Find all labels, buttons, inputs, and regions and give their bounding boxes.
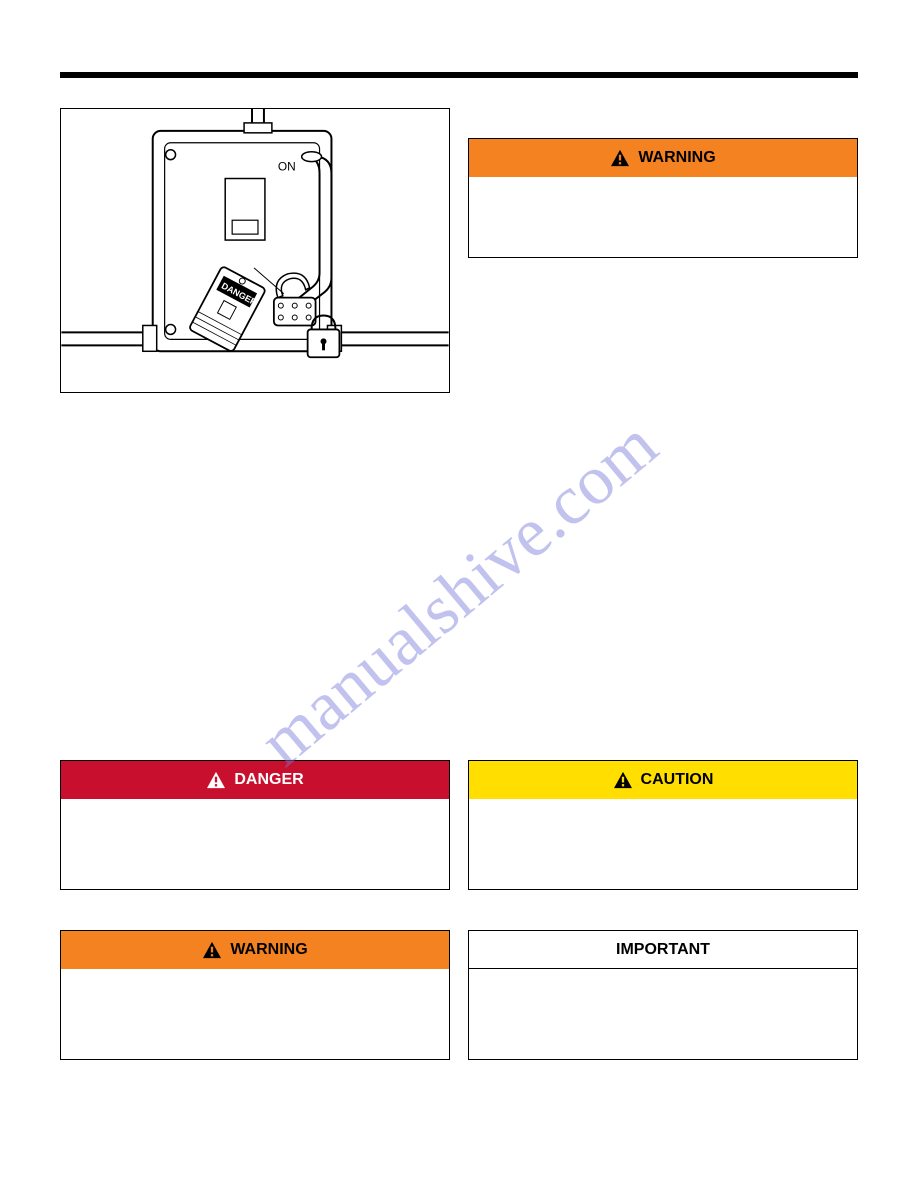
warning-triangle-icon: [610, 149, 630, 167]
warning-body: [469, 177, 857, 257]
warning-label: WARNING: [638, 149, 715, 167]
danger-triangle-icon: [206, 771, 226, 789]
top-horizontal-rule: [60, 72, 858, 78]
important-body: [469, 969, 857, 1059]
warning-header: WARNING: [469, 139, 857, 177]
important-label: IMPORTANT: [616, 941, 710, 959]
danger-header: DANGER: [61, 761, 449, 799]
danger-label: DANGER: [234, 771, 303, 789]
safety-row-2: WARNING IMPORTANT: [60, 930, 858, 1060]
warning-triangle-icon-bottom: [202, 941, 222, 959]
important-box: IMPORTANT: [468, 930, 858, 1060]
watermark-text: manualshive.com: [245, 405, 673, 782]
on-label: ON: [278, 160, 296, 174]
danger-body: [61, 799, 449, 889]
danger-box: DANGER: [60, 760, 450, 890]
important-header: IMPORTANT: [469, 931, 857, 969]
caution-box: CAUTION: [468, 760, 858, 890]
caution-body: [469, 799, 857, 889]
caution-header: CAUTION: [469, 761, 857, 799]
safety-row-1: DANGER CAUTION: [60, 760, 858, 890]
lockout-tagout-figure: ON DANGER: [60, 108, 450, 393]
warning-header-bottom: WARNING: [61, 931, 449, 969]
caution-triangle-icon: [613, 771, 633, 789]
warning-box-bottom: WARNING: [60, 930, 450, 1060]
disconnect-box-illustration: ON DANGER: [61, 109, 449, 392]
warning-body-bottom: [61, 969, 449, 1059]
caution-label: CAUTION: [641, 771, 714, 789]
warning-box-top: WARNING: [468, 138, 858, 258]
warning-label-bottom: WARNING: [230, 941, 307, 959]
